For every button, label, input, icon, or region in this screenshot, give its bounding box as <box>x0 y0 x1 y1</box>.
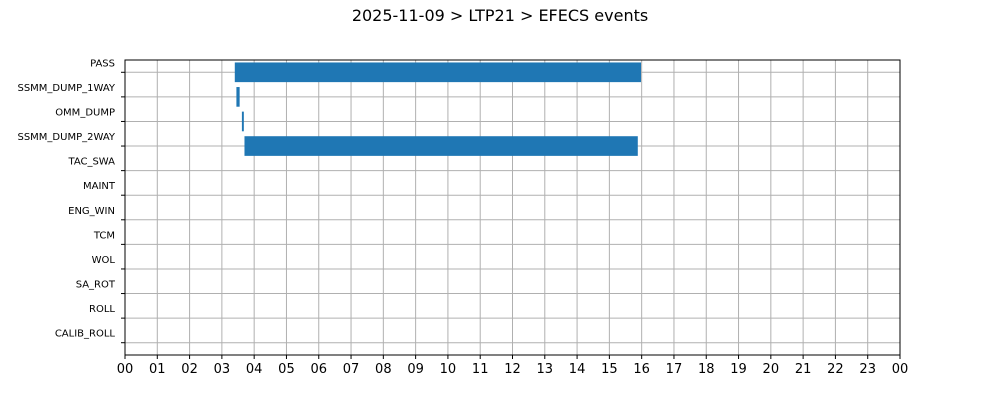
x-tick-label: 15 <box>601 362 618 377</box>
x-tick-label: 14 <box>569 362 586 377</box>
x-tick-label: 12 <box>504 362 521 377</box>
x-tick-label: 17 <box>666 362 683 377</box>
y-tick-label-omm-dump: OMM_DUMP <box>55 107 115 118</box>
x-tick-label: 11 <box>472 362 489 377</box>
x-tick-label: 20 <box>763 362 780 377</box>
y-tick-label-wol: WOL <box>92 255 116 266</box>
x-tick-label: 03 <box>214 362 231 377</box>
y-tick-label-pass: PASS <box>90 58 115 69</box>
x-tick-label: 07 <box>343 362 360 377</box>
ticks-layer <box>121 71 901 359</box>
x-tick-label: 04 <box>246 362 263 377</box>
bar-ssmm-dump-2way <box>244 136 638 156</box>
y-tick-label-roll: ROLL <box>89 304 115 315</box>
x-tick-label: 09 <box>407 362 424 377</box>
x-tick-label: 02 <box>181 362 198 377</box>
x-tick-label: 18 <box>698 362 715 377</box>
y-tick-label-ssmm-dump-1way: SSMM_DUMP_1WAY <box>17 83 115 94</box>
x-tick-label: 10 <box>440 362 457 377</box>
y-tick-label-ssmm-dump-2way: SSMM_DUMP_2WAY <box>17 132 115 143</box>
bar-pass <box>234 62 642 83</box>
y-tick-label-eng-win: ENG_WIN <box>68 206 115 217</box>
chart-title: 2025-11-09 > LTP21 > EFECS events <box>351 6 649 25</box>
x-tick-label: 19 <box>730 362 747 377</box>
x-tick-label: 13 <box>537 362 554 377</box>
x-tick-label: 01 <box>149 362 166 377</box>
bar-ssmm-dump-1way <box>236 87 240 107</box>
x-tick-label: 05 <box>278 362 295 377</box>
labels-layer: 00 01 02 03 04 05 06 07 08 09 10 11 12 13 14 15 16 17 18 19… <box>17 58 908 377</box>
y-tick-label-tcm: TCM <box>93 230 115 241</box>
x-tick-label: 08 <box>375 362 392 377</box>
x-tick-label: 06 <box>310 362 327 377</box>
y-tick-label-tac-swa: TAC_SWA <box>67 157 115 168</box>
x-tick-label: 22 <box>827 362 844 377</box>
bars-layer <box>234 62 642 156</box>
bar-omm-dump <box>241 111 244 132</box>
y-tick-label-maint: MAINT <box>83 181 116 192</box>
grid-layer <box>124 60 901 355</box>
x-tick-label: 23 <box>859 362 876 377</box>
y-tick-label-sa-rot: SA_ROT <box>76 280 116 291</box>
x-tick-label: 16 <box>633 362 650 377</box>
y-tick-label-calib-roll: CALIB_ROLL <box>55 329 116 340</box>
x-tick-label: 21 <box>795 362 812 377</box>
x-tick-label: 00 <box>892 362 909 377</box>
x-tick-label: 00 <box>117 362 134 377</box>
